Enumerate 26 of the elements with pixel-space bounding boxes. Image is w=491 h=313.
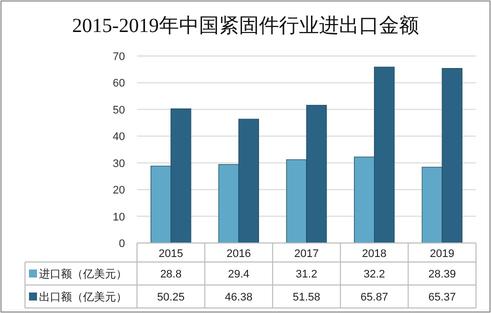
y-tick-label: 20 [112,184,125,197]
y-tick-label: 0 [118,238,125,250]
x-tick-label: 2017 [294,248,319,260]
x-tick-label: 2016 [226,248,251,260]
legend-label: 出口额（亿美元） [39,290,127,304]
data-label: 51.58 [292,292,320,304]
data-label: 29.4 [228,268,250,280]
y-tick-label: 50 [112,104,125,116]
data-label: 50.25 [157,292,185,304]
y-tick-label: 70 [112,51,125,63]
data-label: 28.39 [428,268,456,280]
x-tick-label: 2015 [158,248,184,260]
data-label: 65.37 [428,292,456,304]
legend-label: 进口额（亿美元） [39,268,127,280]
y-tick-label: 30 [112,158,125,170]
x-tick-label: 2018 [362,248,387,260]
data-label: 32.2 [364,268,386,280]
data-label: 65.87 [360,292,388,304]
data-label: 31.2 [296,268,318,280]
y-tick-label: 40 [112,131,125,144]
data-label: 28.8 [160,268,182,280]
x-tick-label: 2019 [430,248,454,260]
data-label: 46.38 [224,292,252,304]
y-tick-label: 10 [112,211,125,224]
chart-title: 2015-2019年中国紧固件行业进出口金额 [72,15,419,37]
y-tick-label: 60 [112,78,125,90]
